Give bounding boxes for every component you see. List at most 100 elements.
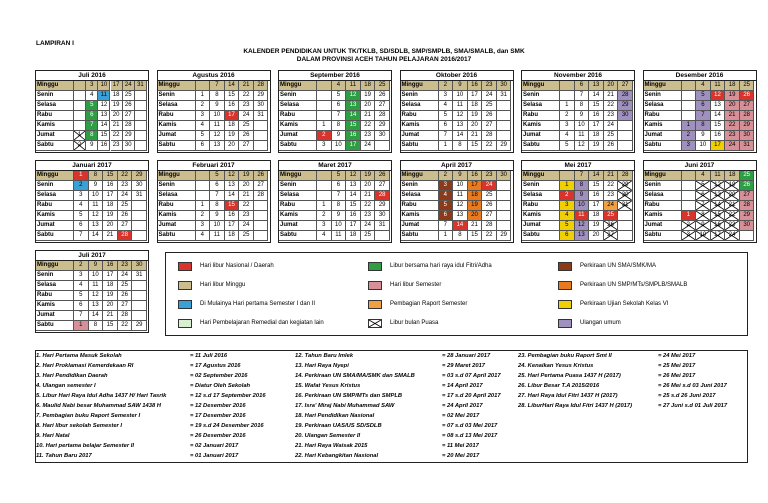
date-cell: 16 bbox=[467, 171, 483, 181]
date-cell: 23 bbox=[482, 81, 497, 91]
day-label: Rabu bbox=[279, 111, 317, 121]
date-cell: 5 bbox=[210, 171, 225, 181]
day-label: Jumat bbox=[36, 131, 74, 141]
day-label: Minggu bbox=[157, 81, 196, 91]
date-cell: 28 bbox=[618, 171, 633, 181]
month: Juli 2016 Minggu 3 10 17 24 31 Senin 4 11 18 25 Sela… bbox=[35, 70, 149, 153]
date-cell: 26 bbox=[603, 141, 619, 151]
legend-swatch bbox=[368, 262, 382, 271]
date-cell: 11 bbox=[331, 231, 347, 241]
date-cell bbox=[496, 211, 512, 221]
date-cell bbox=[132, 311, 147, 321]
month-title: Oktober 2016 bbox=[400, 71, 513, 81]
legend-swatch bbox=[558, 319, 572, 328]
date-cell: 15 bbox=[710, 121, 726, 131]
date-cell bbox=[618, 131, 633, 141]
event-name: 20. Ulangan Semester II bbox=[295, 433, 361, 439]
date-cell: 14 bbox=[589, 91, 604, 101]
event-date: = 07 s.d 03 Mei 2017 bbox=[442, 423, 498, 429]
date-cell bbox=[496, 221, 512, 231]
cross bbox=[725, 191, 739, 200]
date-cell: 17 bbox=[589, 201, 604, 211]
day-label: Minggu bbox=[522, 171, 560, 181]
event-name: 3. Hari Pendidikan Daerah bbox=[36, 373, 108, 379]
date-cell: 14 bbox=[710, 201, 726, 211]
date-cell: 28 bbox=[739, 111, 755, 121]
day-label: Jumat bbox=[400, 131, 439, 141]
date-cell: 28 bbox=[122, 121, 135, 131]
date-cell: 2 bbox=[438, 81, 454, 91]
date-cell: 15 bbox=[224, 91, 240, 101]
day-label: Selasa bbox=[522, 101, 560, 111]
event-name: 22. Hari Kebangkitan Nasional bbox=[295, 453, 379, 459]
cross bbox=[725, 221, 739, 230]
day-label: Jumat bbox=[157, 221, 196, 231]
date-cell: 18 bbox=[103, 281, 118, 291]
date-cell: 19 bbox=[224, 131, 240, 141]
date-cell: 8 bbox=[453, 231, 468, 241]
month-title: April 2017 bbox=[400, 161, 513, 171]
date-cell: 27 bbox=[253, 181, 269, 191]
date-cell: 14 bbox=[346, 111, 361, 121]
event-name: 19. Perkiraan UAS/US SD/SDLB bbox=[295, 423, 382, 429]
date-cell: 13 bbox=[88, 301, 104, 311]
date-cell: 27 bbox=[482, 211, 497, 221]
day-label: Selasa bbox=[643, 191, 682, 201]
date-cell: 30 bbox=[496, 171, 512, 181]
day-label: Jumat bbox=[157, 131, 196, 141]
cross bbox=[696, 221, 710, 230]
date-cell: 25 bbox=[603, 211, 619, 221]
date-cell: 8 bbox=[88, 321, 104, 331]
date-cell: 6 bbox=[696, 101, 711, 111]
date-cell: 10 bbox=[453, 181, 468, 191]
day-label: Selasa bbox=[522, 191, 560, 201]
date-cell: 3 bbox=[317, 141, 332, 151]
date-cell: 4 bbox=[74, 201, 89, 211]
date-cell: 19 bbox=[589, 221, 604, 231]
date-cell: 6 bbox=[74, 221, 89, 231]
date-cell: 1 bbox=[74, 171, 89, 181]
date-cell: 27 bbox=[117, 221, 133, 231]
day-label: Senin bbox=[522, 181, 560, 191]
date-cell: 14 bbox=[710, 111, 726, 121]
legend-swatch bbox=[368, 319, 382, 328]
date-cell: 22 bbox=[725, 121, 740, 131]
date-cell: 17 bbox=[710, 141, 726, 151]
date-cell: 29 bbox=[496, 141, 512, 151]
date-cell: 17 bbox=[346, 141, 361, 151]
date-cell: 30 bbox=[739, 131, 755, 141]
date-cell: 13 bbox=[224, 181, 240, 191]
annex: LAMPIRAN I bbox=[36, 40, 74, 47]
date-cell: 14 bbox=[346, 191, 361, 201]
date-cell bbox=[618, 211, 633, 221]
day-label: Rabu bbox=[279, 201, 317, 211]
date-cell: 17 bbox=[467, 91, 483, 101]
date-cell bbox=[618, 231, 633, 241]
legend-label: Ulangan umum bbox=[580, 320, 621, 326]
date-cell: 1 bbox=[74, 321, 89, 331]
date-cell: 19 bbox=[725, 181, 740, 191]
month: Maret 2017 Minggu 5 12 19 26 Senin 6 13 20 27 Selas… bbox=[278, 160, 392, 243]
legend-swatch bbox=[368, 300, 382, 309]
date-cell: 9 bbox=[574, 191, 590, 201]
date-cell: 29 bbox=[739, 121, 755, 131]
date-cell: 21 bbox=[603, 91, 619, 101]
legend-label: Pembagian Raport Semester bbox=[390, 301, 468, 307]
month: Juni 2017 Minggu 4 11 18 25 Senin 5 12 19 26 Selasa… bbox=[642, 160, 757, 243]
date-cell: 3 bbox=[560, 201, 575, 211]
event-name: 23. Pembagian buku Raport Smt II bbox=[518, 353, 612, 359]
date-cell: 22 bbox=[603, 181, 619, 191]
date-cell: 28 bbox=[253, 191, 269, 201]
month: Mei 2017 Minggu 7 14 21 28 Senin 1 8 15 22 29 Selasa… bbox=[521, 160, 635, 243]
day-label: Senin bbox=[400, 181, 439, 191]
date-cell: 1 bbox=[681, 121, 697, 131]
date-cell: 11 bbox=[98, 91, 111, 101]
event-date: = 11 Juli 2016 bbox=[190, 353, 228, 359]
date-cell bbox=[134, 121, 147, 131]
event-name: 4. Ulangan semester I bbox=[36, 383, 96, 389]
day-label: Sabtu bbox=[36, 141, 74, 151]
day-label: Minggu bbox=[279, 171, 317, 181]
date-cell: 26 bbox=[117, 211, 133, 221]
date-cell bbox=[618, 141, 633, 151]
